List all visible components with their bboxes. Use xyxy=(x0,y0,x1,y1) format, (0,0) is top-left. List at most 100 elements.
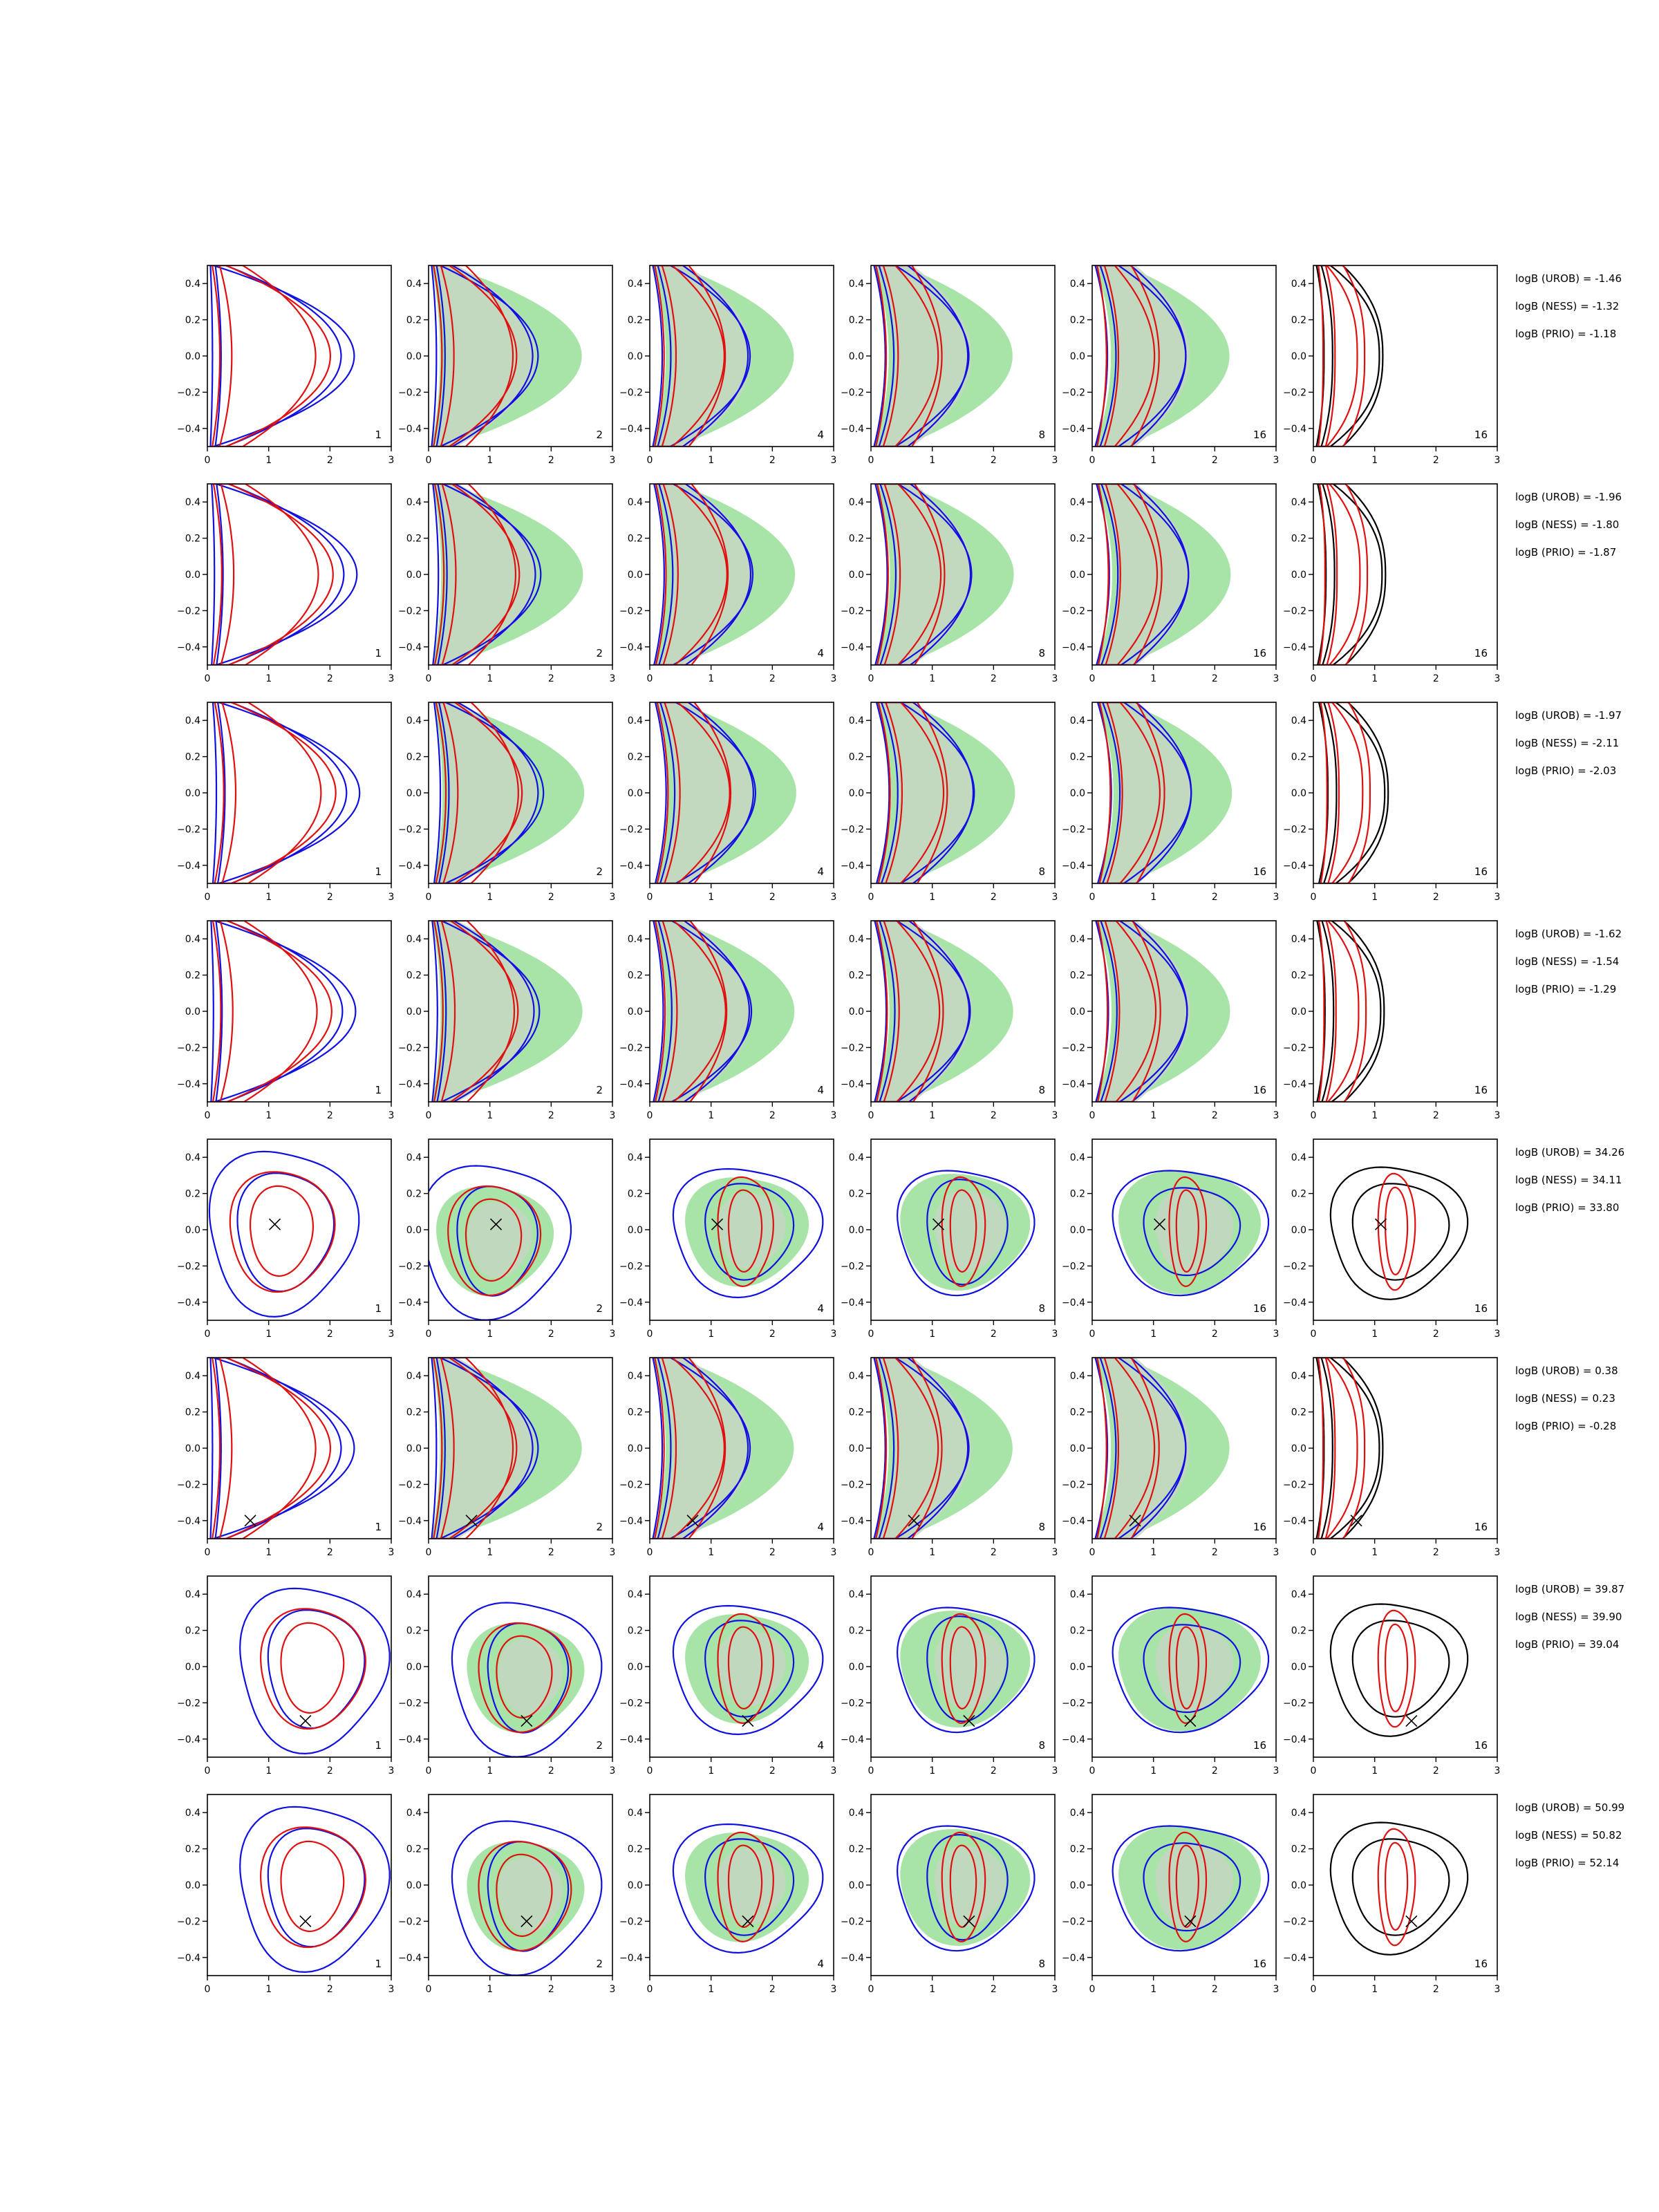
contour-outer xyxy=(896,1170,1035,1297)
contour-inner-core xyxy=(727,1626,763,1710)
y-tick-label: 0.2 xyxy=(185,752,200,763)
y-tick-label: 0.0 xyxy=(849,1880,864,1891)
x-tick-label: 3 xyxy=(1273,1110,1280,1121)
x-tick-label: 0 xyxy=(647,673,653,684)
x-tick-label: 0 xyxy=(1311,673,1317,684)
y-tick-label: −0.4 xyxy=(398,1516,422,1527)
panel-plot-area xyxy=(652,1358,794,1539)
contour-outer-inner xyxy=(236,1172,335,1293)
x-tick-label: 3 xyxy=(831,1547,837,1558)
y-tick-label: 0.2 xyxy=(406,1189,422,1200)
y-tick-label: 0.0 xyxy=(185,788,200,799)
density-fill-inner xyxy=(434,1358,536,1539)
panel-label: 16 xyxy=(1253,1958,1266,1970)
panel-r7-c6: 0 1 2 3 −0.4 −0.2 0.0 0.2 0.4 16 xyxy=(1283,1575,1500,1777)
y-tick-label: −0.4 xyxy=(841,424,864,435)
truth-marker xyxy=(963,1715,975,1727)
panel-label: 1 xyxy=(375,429,382,441)
panel-plot-area xyxy=(1112,1170,1270,1297)
y-tick-label: −0.4 xyxy=(177,861,200,872)
panel-r5-c1: 0 1 2 3 −0.4 −0.2 0.0 0.2 0.4 1 xyxy=(177,1138,394,1340)
x-tick-label: 3 xyxy=(1494,1329,1501,1340)
contour-outer-inner xyxy=(880,702,974,883)
contour-outer-inner xyxy=(1099,1358,1187,1539)
x-tick-label: 1 xyxy=(708,455,714,466)
y-tick-label: 0.2 xyxy=(628,1189,643,1200)
panel-label: 16 xyxy=(1474,865,1488,878)
contour-inner xyxy=(1317,1358,1358,1539)
y-tick-label: −0.2 xyxy=(1283,824,1306,835)
x-tick-label: 2 xyxy=(1433,455,1439,466)
y-tick-label: −0.4 xyxy=(1062,1516,1085,1527)
y-tick-label: 0.2 xyxy=(406,752,422,763)
x-tick-label: 1 xyxy=(929,1765,935,1777)
y-tick-label: 0.4 xyxy=(1070,1152,1085,1163)
contour-outer-inner xyxy=(214,1358,342,1539)
panel-label: 2 xyxy=(596,1958,603,1970)
y-tick-label: 0.0 xyxy=(406,788,422,799)
x-tick-label: 0 xyxy=(426,1329,432,1340)
contour-inner xyxy=(433,484,521,665)
panel-r8-c3: 0 1 2 3 −0.4 −0.2 0.0 0.2 0.4 4 xyxy=(619,1794,836,1995)
contour-inner xyxy=(214,702,337,883)
x-tick-label: 1 xyxy=(1371,673,1378,684)
x-tick-label: 2 xyxy=(769,1765,776,1777)
contour-inner xyxy=(941,1176,986,1288)
x-tick-label: 0 xyxy=(1311,1765,1317,1777)
contour-inner-core xyxy=(440,1358,514,1539)
contour-outer-inner xyxy=(926,1615,1009,1723)
y-tick-label: 0.0 xyxy=(849,1443,864,1454)
contour-outer xyxy=(433,702,545,883)
panel-plot-area xyxy=(433,702,585,883)
y-tick-label: 0.0 xyxy=(185,351,200,362)
truth-marker xyxy=(489,1218,503,1230)
panel-plot-area xyxy=(451,1602,603,1757)
y-tick-label: 0.4 xyxy=(185,1808,200,1819)
x-tick-label: 3 xyxy=(388,1547,395,1558)
logb-annotations: logB (UROB) = -1.46 logB (NESS) = -1.32 lo… xyxy=(1515,272,1622,340)
density-fill-inner xyxy=(658,702,754,883)
density-fill-inner xyxy=(877,921,973,1102)
panel-r6-c6: 0 1 2 3 −0.4 −0.2 0.0 0.2 0.4 16 xyxy=(1283,1357,1500,1558)
x-tick-label: 2 xyxy=(1212,1984,1218,1995)
x-tick-label: 3 xyxy=(831,1110,837,1121)
contour-inner xyxy=(656,702,731,883)
panel-frame xyxy=(1313,1357,1498,1539)
panel-r6-c1: 0 1 2 3 −0.4 −0.2 0.0 0.2 0.4 1 xyxy=(177,1357,395,1558)
x-tick-label: 1 xyxy=(929,1984,935,1995)
y-tick-label: 0.4 xyxy=(1291,497,1306,508)
contour-inner xyxy=(478,1622,572,1734)
panel-r5-c3: 0 1 2 3 −0.4 −0.2 0.0 0.2 0.4 4 xyxy=(619,1138,836,1340)
y-tick-label: 0.4 xyxy=(1070,715,1085,727)
y-tick-label: 0.2 xyxy=(1070,315,1085,326)
y-tick-label: 0.0 xyxy=(1291,351,1306,362)
y-tick-label: 0.0 xyxy=(1291,570,1306,581)
x-tick-label: 1 xyxy=(929,673,935,684)
y-tick-label: −0.2 xyxy=(841,824,864,835)
y-tick-label: 0.2 xyxy=(185,315,200,326)
contour-outer-inner xyxy=(1100,484,1190,665)
logb-value: logB (PRIO) = -1.18 xyxy=(1515,328,1616,340)
panel-plot-area xyxy=(653,921,795,1102)
contour-inner-core xyxy=(1103,1358,1160,1539)
y-tick-label: −0.2 xyxy=(1283,1261,1306,1272)
y-tick-label: −0.2 xyxy=(177,1042,200,1053)
y-tick-label: 0.2 xyxy=(1070,1844,1085,1855)
contour-inner-core xyxy=(882,1358,943,1539)
x-tick-label: 3 xyxy=(1494,673,1501,684)
x-tick-label: 1 xyxy=(265,1765,272,1777)
contour-outer-inner xyxy=(1143,1187,1241,1277)
contour-inner-core xyxy=(1175,1189,1200,1273)
panel-r2-c3: 0 1 2 3 −0.4 −0.2 0.0 0.2 0.4 4 xyxy=(619,483,836,684)
y-tick-label: 0.4 xyxy=(1070,279,1085,290)
y-tick-label: 0.2 xyxy=(849,1626,864,1637)
density-fill-inner xyxy=(1098,1358,1190,1539)
panel-frame xyxy=(1313,920,1498,1103)
x-tick-label: 3 xyxy=(610,892,616,903)
y-tick-label: −0.2 xyxy=(1062,387,1085,398)
contour-inner xyxy=(874,1358,939,1539)
panel-r4-c5: 0 1 2 3 −0.4 −0.2 0.0 0.2 0.4 16 xyxy=(1062,920,1280,1121)
panel-r3-c4: 0 1 2 3 −0.4 −0.2 0.0 0.2 0.4 8 xyxy=(841,702,1058,903)
x-tick-label: 0 xyxy=(1089,1329,1096,1340)
x-tick-label: 3 xyxy=(1273,455,1280,466)
